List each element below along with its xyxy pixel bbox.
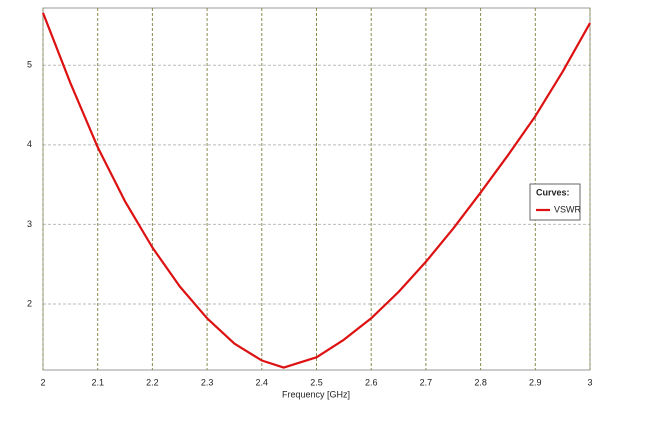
legend-box xyxy=(529,183,581,221)
x-tick-label: 2.6 xyxy=(365,377,378,387)
line xyxy=(41,12,591,369)
x-tick-label: 2.4 xyxy=(256,377,269,387)
x-tick-label: 2.1 xyxy=(91,377,104,387)
y-tick-label: 4 xyxy=(27,139,32,149)
x-tick-label: 2 xyxy=(40,377,45,387)
x-tick-label: 2.7 xyxy=(420,377,433,387)
x-tick-label: 2.8 xyxy=(474,377,487,387)
legend-title: Curves: xyxy=(536,187,570,197)
x-tick-label: 3 xyxy=(587,377,592,387)
x-tick-label: 2.3 xyxy=(201,377,214,387)
y-tick-label: 2 xyxy=(27,298,32,308)
legend-label: VSWR xyxy=(554,204,582,214)
x-tick-label: 2.2 xyxy=(146,377,159,387)
x-tick-label: 2.9 xyxy=(529,377,542,387)
x-axis-label: Frequency [GHz] xyxy=(282,389,350,399)
y-tick-label: 5 xyxy=(27,60,32,70)
y-tick-label: 3 xyxy=(27,219,32,229)
x-tick-label: 2.5 xyxy=(310,377,323,387)
